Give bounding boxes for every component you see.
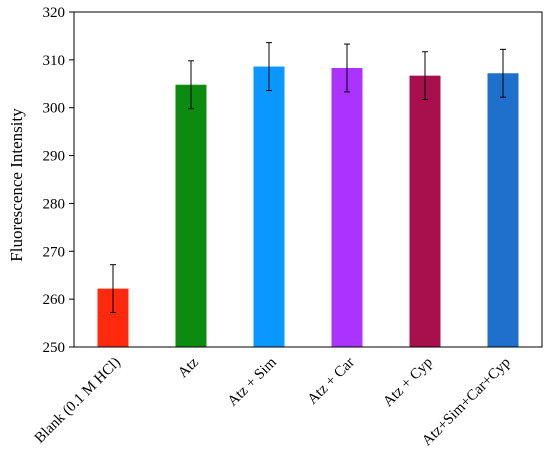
y-tick-label: 250 — [43, 340, 66, 356]
bars-group — [97, 66, 519, 348]
bar — [487, 73, 519, 347]
y-tick-label: 290 — [43, 149, 66, 165]
x-category-label: Atz + Sim — [225, 354, 280, 409]
x-category-label: Blank (0.1 M HCl) — [32, 355, 124, 447]
y-tick-label: 260 — [43, 292, 66, 308]
bar — [409, 75, 441, 348]
x-category-label: Atz+Sim+Car+Cyp — [419, 355, 514, 450]
x-category-label: Atz — [175, 354, 202, 381]
error-bars-group — [110, 42, 506, 314]
y-axis-title: Fluorescence Intensity — [7, 108, 26, 262]
y-tick-label: 320 — [43, 5, 66, 21]
x-category-label: Atz + Car — [305, 355, 358, 408]
bar — [253, 66, 285, 348]
bar — [175, 84, 207, 347]
y-tick-label: 300 — [43, 101, 66, 117]
x-axis-labels: Blank (0.1 M HCl) Atz Atz + Sim Atz + Car At… — [32, 354, 514, 449]
y-tick-label: 280 — [43, 196, 66, 212]
plot-area-frame — [73, 11, 543, 348]
y-tick-label: 310 — [43, 53, 66, 69]
y-axis-ticks: 250 260 270 280 290 300 310 320 — [43, 5, 74, 356]
x-category-label: Atz + Cyp — [380, 355, 436, 411]
y-tick-label: 270 — [43, 244, 66, 260]
bar — [331, 67, 363, 347]
